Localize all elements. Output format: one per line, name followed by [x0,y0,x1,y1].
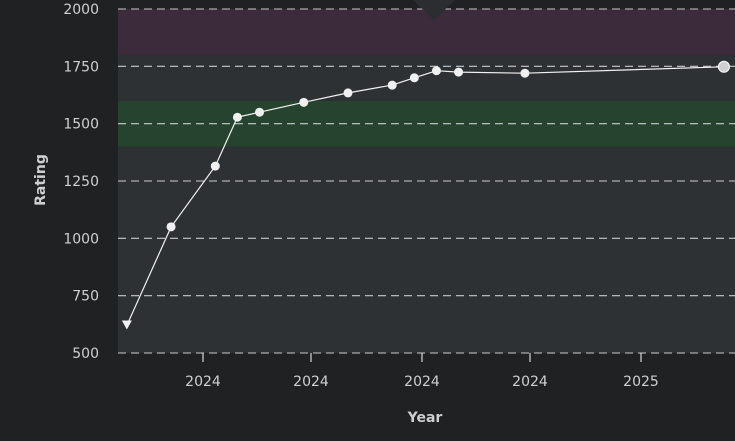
data-point-5 [299,97,309,107]
data-point-12 [717,60,730,73]
y-tick-label-750: 750 [72,289,99,305]
y-tick-label-2000: 2000 [63,2,99,18]
data-point-10 [454,67,464,77]
data-point-6 [343,88,353,98]
x-tick-label-2: 2024 [404,374,440,390]
x-tick-label-0: 2024 [185,374,221,390]
data-point-2 [210,161,220,171]
y-tick-label-500: 500 [72,346,99,362]
data-point-8 [409,73,419,83]
band-3 [118,9,735,55]
data-point-3 [232,112,242,122]
y-tick-label-1500: 1500 [63,117,99,133]
y-tick-label-1250: 1250 [63,174,99,190]
y-tick-label-1750: 1750 [63,59,99,75]
band-2 [118,54,735,101]
top-marker [413,0,455,20]
data-point-11 [520,68,530,78]
data-point-0 [121,320,132,330]
y-tick-label-1000: 1000 [63,231,99,247]
x-tick-label-1: 2024 [293,374,329,390]
data-point-4 [255,107,265,117]
data-point-9 [431,66,441,76]
x-tick-label-3: 2024 [512,374,548,390]
y-axis-title: Rating [33,154,49,206]
x-tick-label-4: 2025 [623,374,659,390]
band-0 [118,146,735,353]
data-point-1 [166,222,176,232]
x-axis-title: Year [407,410,443,426]
data-point-7 [387,80,397,90]
